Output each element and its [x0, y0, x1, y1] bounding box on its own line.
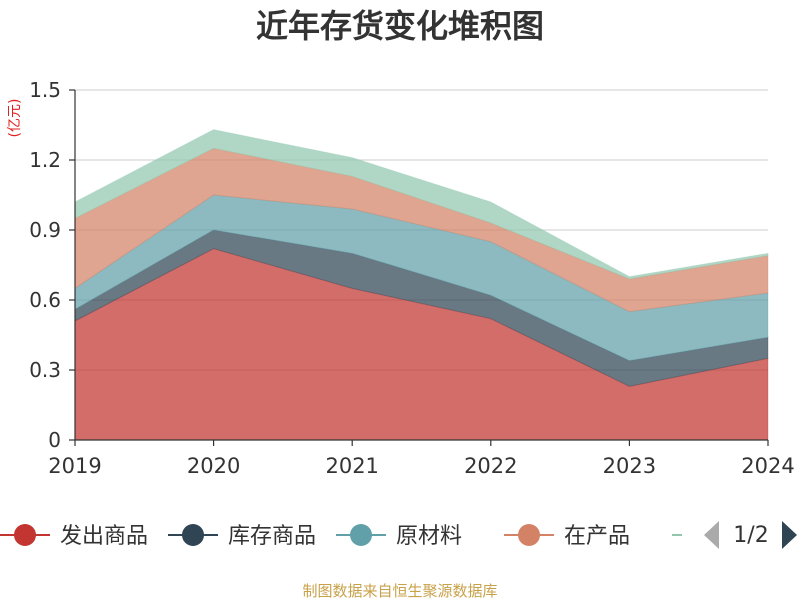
y-tick-label: 0.6 — [29, 288, 61, 312]
y-tick-label: 0.3 — [29, 358, 61, 382]
y-tick-label: 1.5 — [29, 78, 61, 102]
legend-marker — [518, 524, 540, 546]
legend-label: 原材料 — [396, 524, 462, 549]
y-tick-label: 1.2 — [29, 148, 61, 172]
y-tick-labels: 0 0.3 0.6 0.9 1.2 1.5 — [29, 78, 75, 452]
chart-title: 近年存货变化堆积图 — [256, 7, 544, 45]
legend-label: 库存商品 — [228, 524, 316, 549]
legend-label: 发出商品 — [60, 524, 148, 549]
legend-item[interactable]: 发出商品 — [0, 524, 148, 549]
legend-marker — [182, 524, 204, 546]
legend-marker — [350, 524, 372, 546]
x-tick-label: 2023 — [603, 454, 656, 478]
x-tick-label: 2019 — [48, 454, 101, 478]
legend-label: 在产品 — [564, 524, 630, 549]
legend-pager: 1/2 — [704, 521, 797, 549]
axes — [74, 90, 768, 441]
x-tick-label: 2021 — [325, 454, 378, 478]
y-tick-label: 0 — [48, 428, 61, 452]
area-series-5 — [74, 129, 769, 280]
x-tick-label: 2020 — [187, 454, 240, 478]
legend-page-indicator: 1/2 — [733, 523, 768, 548]
area-series — [74, 129, 769, 441]
legend-item[interactable]: 原材料 — [336, 524, 462, 549]
y-unit-label: (亿元) — [7, 99, 23, 138]
legend-item[interactable] — [672, 524, 722, 546]
x-tick-label: 2022 — [464, 454, 517, 478]
legend-prev-icon[interactable] — [704, 521, 719, 549]
legend-marker — [14, 524, 36, 546]
legend-next-icon[interactable] — [782, 521, 797, 549]
legend-item[interactable]: 在产品 — [504, 524, 630, 549]
y-tick-label: 0.9 — [29, 218, 61, 242]
x-tick-labels: 2019 2020 2021 2022 2023 2024 — [48, 440, 795, 478]
legend[interactable]: 发出商品 库存商品 原材料 在产品 — [0, 524, 722, 549]
x-tick-label: 2024 — [741, 454, 794, 478]
data-source: 制图数据来自恒生聚源数据库 — [302, 582, 497, 600]
legend-item[interactable]: 库存商品 — [168, 524, 316, 549]
